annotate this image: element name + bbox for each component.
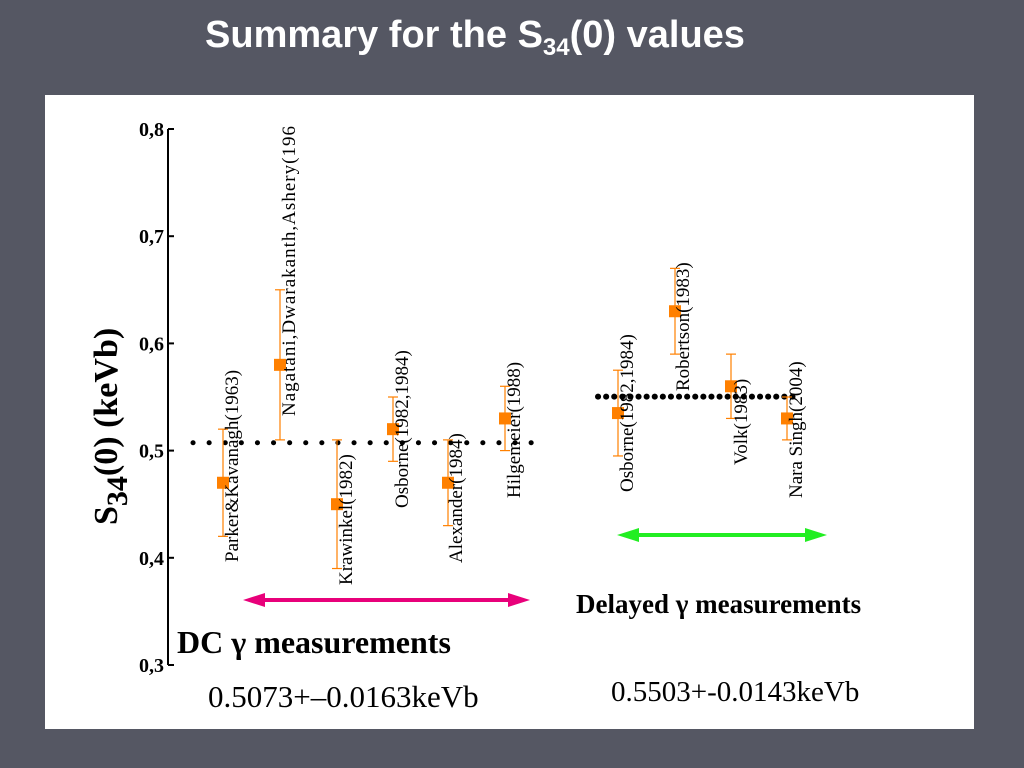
point-label: Parker&Kavanagh(1963)	[222, 370, 243, 562]
point-label: Robertson(1983)	[673, 262, 694, 391]
arrow-head-left	[243, 593, 265, 607]
title-main: Summary for the S	[205, 14, 543, 56]
arrow-head-right	[508, 593, 530, 607]
data-point	[612, 369, 624, 457]
point-marker	[274, 358, 286, 371]
arrow-head-right	[805, 528, 827, 542]
point-marker	[499, 412, 511, 425]
point-label: Nagatani,Dwarakanth,Ashery(196	[279, 126, 300, 416]
point-marker	[669, 305, 681, 318]
point-marker	[442, 476, 454, 489]
point-marker	[217, 476, 229, 489]
y-tick-labels: 0,3 0,4 0,5 0,6 0,7 0,8	[139, 119, 174, 677]
y-tick-label: 0,8	[139, 119, 164, 141]
point-label: Nara Singh(2004)	[786, 361, 807, 498]
chart-panel: 0,3 0,4 0,5 0,6 0,7 0,8 S34(0) (keVb) Parker&…	[45, 95, 974, 729]
title-subscript: 34	[542, 34, 570, 61]
point-label: Krawinkel(1982)	[336, 454, 357, 585]
point-label: Volk(1983)	[731, 379, 752, 465]
chart-svg: 0,3 0,4 0,5 0,6 0,7 0,8 S34(0) (keVb) Parker&…	[88, 119, 861, 714]
slide-title: Summary for the S34(0) values	[0, 14, 950, 62]
delayed-group-result: 0.5503+-0.0143keVb	[611, 676, 859, 708]
y-axis-label-main: S	[88, 506, 125, 525]
data-point	[725, 353, 737, 420]
point-label: Osborne(1982,1984)	[617, 334, 638, 492]
point-marker	[331, 498, 343, 511]
data-point	[442, 439, 454, 527]
point-label: Hilgemeier(1988)	[504, 362, 525, 498]
data-point	[669, 267, 681, 355]
dc-group-label: DC γ measurements	[177, 624, 451, 660]
arrow-head-left	[617, 528, 639, 542]
data-point	[499, 385, 511, 452]
group-arrows	[243, 528, 827, 607]
data-point	[217, 428, 229, 537]
point-label: Osborne(1982,1984)	[392, 350, 413, 508]
y-axis-label-tail: (0) (keVb)	[88, 328, 125, 476]
point-marker	[387, 423, 399, 436]
data-points: Parker&Kavanagh(1963) Nagatani,Dwarakanth…	[217, 126, 807, 585]
y-tick-label: 0,4	[139, 548, 164, 570]
data-point	[781, 396, 793, 441]
y-axis-label: S34(0) (keVb)	[88, 328, 134, 525]
point-marker	[725, 380, 737, 393]
title-tail: (0) values	[569, 14, 745, 56]
y-axis-label-subscript: 34	[101, 476, 134, 506]
data-point	[331, 439, 343, 570]
data-point	[387, 396, 399, 462]
y-tick-label: 0,3	[139, 655, 164, 677]
delayed-range-arrow	[617, 528, 827, 542]
y-tick-label: 0,7	[139, 226, 164, 248]
point-marker	[781, 412, 793, 425]
delayed-group-label: Delayed γ measurements	[576, 589, 861, 619]
point-marker	[612, 407, 624, 420]
average-lines	[190, 393, 796, 446]
data-point	[274, 289, 286, 441]
point-label: Alexander(1984)	[446, 433, 467, 563]
y-tick-label: 0,6	[139, 333, 164, 355]
dc-range-arrow	[243, 593, 530, 607]
dc-group-result: 0.5073+–0.0163keVb	[208, 679, 479, 714]
y-tick-label: 0,5	[139, 441, 164, 463]
